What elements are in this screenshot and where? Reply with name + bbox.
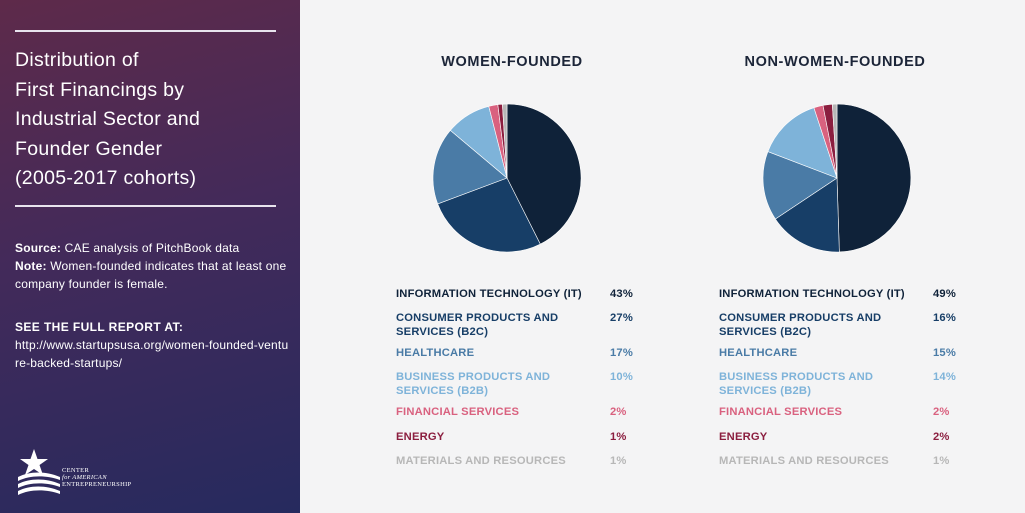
legend-value: 10% <box>610 371 633 383</box>
pie-chart-women-founded <box>432 103 582 253</box>
legend-label: BUSINESS PRODUCTS AND SERVICES (B2B) <box>396 371 551 397</box>
legend-label: MATERIALS AND RESOURCES <box>719 455 889 467</box>
pie-slice-b2b <box>767 107 838 179</box>
top-divider <box>15 30 276 32</box>
source-note: Source: CAE analysis of PitchBook data N… <box>15 239 290 293</box>
legend-value: 43% <box>610 288 633 300</box>
legend-value: 14% <box>933 371 956 383</box>
pie-slice-b2c <box>437 177 541 253</box>
title-line: Founder Gender <box>15 137 163 160</box>
legend-label: FINANCIAL SERVICES <box>719 406 843 418</box>
page-title: Distribution of First Financings by Indu… <box>15 46 285 194</box>
report-label: SEE THE FULL REPORT AT: <box>15 320 184 334</box>
legend-value: 2% <box>610 406 627 418</box>
legend-value: 16% <box>933 312 956 324</box>
sidebar: Distribution of First Financings by Indu… <box>0 0 300 513</box>
source-label: Source: <box>15 241 62 255</box>
source-text: CAE analysis of PitchBook data <box>64 241 240 255</box>
pie-chart-non-women-founded <box>762 103 912 253</box>
report-block: SEE THE FULL REPORT AT: http://www.start… <box>15 318 290 372</box>
pie-slice-b2c <box>774 177 840 253</box>
legend-label: CONSUMER PRODUCTS AND SERVICES (B2C) <box>396 312 559 338</box>
legend-label: CONSUMER PRODUCTS AND SERVICES (B2C) <box>719 312 882 338</box>
note-label: Note: <box>15 259 47 273</box>
legend-label: HEALTHCARE <box>396 347 475 359</box>
pie-slice-materials <box>502 103 508 179</box>
pie-slice-healthcare <box>432 129 508 205</box>
legend-value: 17% <box>610 347 633 359</box>
legend-value: 1% <box>610 455 627 467</box>
legend-label: HEALTHCARE <box>719 347 798 359</box>
legend-label: MATERIALS AND RESOURCES <box>396 455 566 467</box>
pie-slice-it <box>836 103 912 253</box>
title-line: Distribution of <box>15 49 139 71</box>
legend-label: INFORMATION TECHNOLOGY (IT) <box>396 288 582 300</box>
chart-title-non-women-founded: NON-WOMEN-FOUNDED <box>744 54 926 70</box>
note-text: Women-founded indicates that at least on… <box>15 259 287 291</box>
pie-slice-healthcare <box>762 151 838 220</box>
legend-value: 2% <box>933 406 950 418</box>
legend-value: 15% <box>933 347 956 359</box>
logo-text: CENTER <box>62 467 90 474</box>
bottom-divider <box>15 205 276 207</box>
title-line: First Financings by <box>15 78 185 101</box>
legend-value: 49% <box>933 288 956 300</box>
legend-value: 1% <box>933 455 950 467</box>
title-line: (2005-2017 cohorts) <box>15 167 197 189</box>
pie-slice-it <box>506 103 582 245</box>
legend-label: BUSINESS PRODUCTS AND SERVICES (B2B) <box>719 371 874 397</box>
logo-text: ENTREPRENEURSHIP <box>62 481 132 488</box>
legend-label: FINANCIAL SERVICES <box>396 406 520 418</box>
logo-text: for AMERICAN <box>62 474 107 481</box>
legend-value: 1% <box>610 431 627 443</box>
logo-star-icon <box>18 449 60 495</box>
chart-title-women-founded: WOMEN-FOUNDED <box>441 54 583 70</box>
report-link[interactable]: http://www.startupsusa.org/women-founded… <box>15 338 289 370</box>
legend-value: 27% <box>610 312 633 324</box>
title-line: Industrial Sector and <box>15 108 201 130</box>
pie-slice-materials <box>831 103 838 179</box>
legend-value: 2% <box>933 431 950 443</box>
legend-label: INFORMATION TECHNOLOGY (IT) <box>719 288 905 300</box>
legend-label: ENERGY <box>719 431 768 443</box>
legend-label: ENERGY <box>396 431 445 443</box>
cae-logo: CENTER for AMERICAN ENTREPRENEURSHIP <box>16 447 131 497</box>
